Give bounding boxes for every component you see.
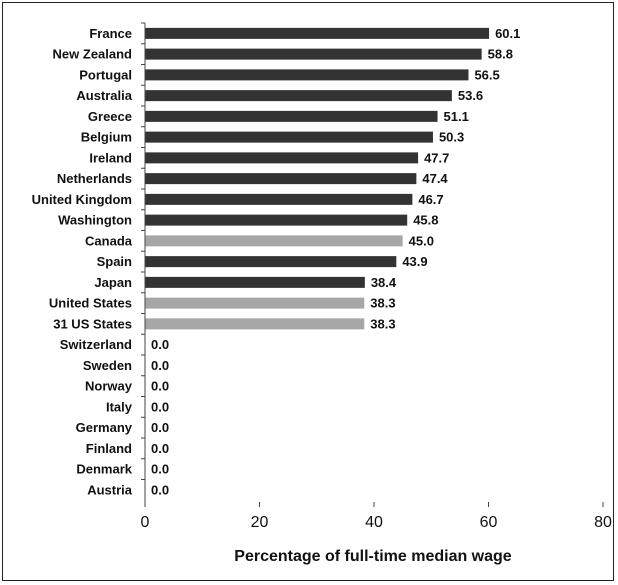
bar-washington bbox=[145, 214, 408, 226]
category-label-switzerland: Switzerland bbox=[60, 337, 132, 352]
bar-united-states bbox=[145, 297, 365, 309]
category-label-denmark: Denmark bbox=[76, 462, 132, 477]
value-label-austria: 0.0 bbox=[151, 482, 169, 497]
category-label-canada: Canada bbox=[85, 233, 133, 248]
category-label-netherlands: Netherlands bbox=[57, 171, 132, 186]
category-label-germany: Germany bbox=[76, 420, 133, 435]
category-label-italy: Italy bbox=[106, 399, 133, 414]
bar-france bbox=[145, 27, 490, 39]
bars-layer: France 60.1 New Zealand 58.8 Portugal 56.5 Aus… bbox=[32, 26, 521, 498]
category-label-washington: Washington bbox=[58, 213, 132, 228]
value-label-canada: 45.0 bbox=[409, 233, 434, 248]
category-label-31-us-states: 31 US States bbox=[53, 316, 132, 331]
category-label-japan: Japan bbox=[94, 275, 132, 290]
bar-belgium bbox=[145, 131, 433, 143]
bar-portugal bbox=[145, 69, 469, 81]
bar-greece bbox=[145, 110, 438, 122]
value-label-norway: 0.0 bbox=[151, 379, 169, 394]
x-tick-label-20: 20 bbox=[251, 514, 269, 531]
axis-layer: 0 20 40 60 80 bbox=[141, 22, 612, 531]
value-label-portugal: 56.5 bbox=[474, 67, 499, 82]
bar-31-us-states bbox=[145, 318, 365, 330]
value-label-netherlands: 47.4 bbox=[422, 171, 448, 186]
category-label-france: France bbox=[89, 26, 132, 41]
value-label-greece: 51.1 bbox=[444, 109, 469, 124]
value-label-france: 60.1 bbox=[495, 26, 520, 41]
category-label-greece: Greece bbox=[88, 109, 132, 124]
value-label-washington: 45.8 bbox=[413, 213, 438, 228]
value-label-germany: 0.0 bbox=[151, 420, 169, 435]
category-label-austria: Austria bbox=[87, 482, 133, 497]
value-label-new-zealand: 58.8 bbox=[488, 47, 513, 62]
category-label-portugal: Portugal bbox=[79, 67, 132, 82]
category-label-sweden: Sweden bbox=[83, 358, 132, 373]
bar-japan bbox=[145, 276, 365, 288]
value-label-switzerland: 0.0 bbox=[151, 337, 169, 352]
category-label-united-states: United States bbox=[49, 296, 132, 311]
value-label-australia: 53.6 bbox=[458, 88, 483, 103]
value-label-italy: 0.0 bbox=[151, 399, 169, 414]
bar-spain bbox=[145, 256, 397, 268]
value-label-denmark: 0.0 bbox=[151, 462, 169, 477]
x-tick-label-80: 80 bbox=[594, 514, 612, 531]
x-tick-label-40: 40 bbox=[365, 514, 383, 531]
value-label-ireland: 47.7 bbox=[424, 150, 449, 165]
value-label-belgium: 50.3 bbox=[439, 130, 464, 145]
category-label-new-zealand: New Zealand bbox=[53, 47, 133, 62]
bar-ireland bbox=[145, 152, 419, 164]
x-tick-label-0: 0 bbox=[141, 514, 150, 531]
category-label-ireland: Ireland bbox=[89, 150, 132, 165]
category-label-united-kingdom: United Kingdom bbox=[32, 192, 132, 207]
category-label-finland: Finland bbox=[86, 441, 132, 456]
bar-netherlands bbox=[145, 173, 417, 185]
bar-united-kingdom bbox=[145, 193, 413, 205]
value-label-sweden: 0.0 bbox=[151, 358, 169, 373]
bar-new-zealand bbox=[145, 48, 482, 60]
bar-australia bbox=[145, 90, 452, 102]
value-label-united-states: 38.3 bbox=[370, 296, 395, 311]
category-label-belgium: Belgium bbox=[81, 130, 132, 145]
value-label-united-kingdom: 46.7 bbox=[418, 192, 443, 207]
category-label-norway: Norway bbox=[85, 379, 133, 394]
value-label-finland: 0.0 bbox=[151, 441, 169, 456]
value-label-spain: 43.9 bbox=[402, 254, 427, 269]
value-label-japan: 38.4 bbox=[371, 275, 397, 290]
category-label-australia: Australia bbox=[76, 88, 132, 103]
x-axis-title: Percentage of full-time median wage bbox=[234, 548, 512, 565]
x-tick-label-60: 60 bbox=[480, 514, 498, 531]
bar-canada bbox=[145, 235, 403, 247]
value-label-31-us-states: 38.3 bbox=[370, 316, 395, 331]
category-label-spain: Spain bbox=[97, 254, 132, 269]
